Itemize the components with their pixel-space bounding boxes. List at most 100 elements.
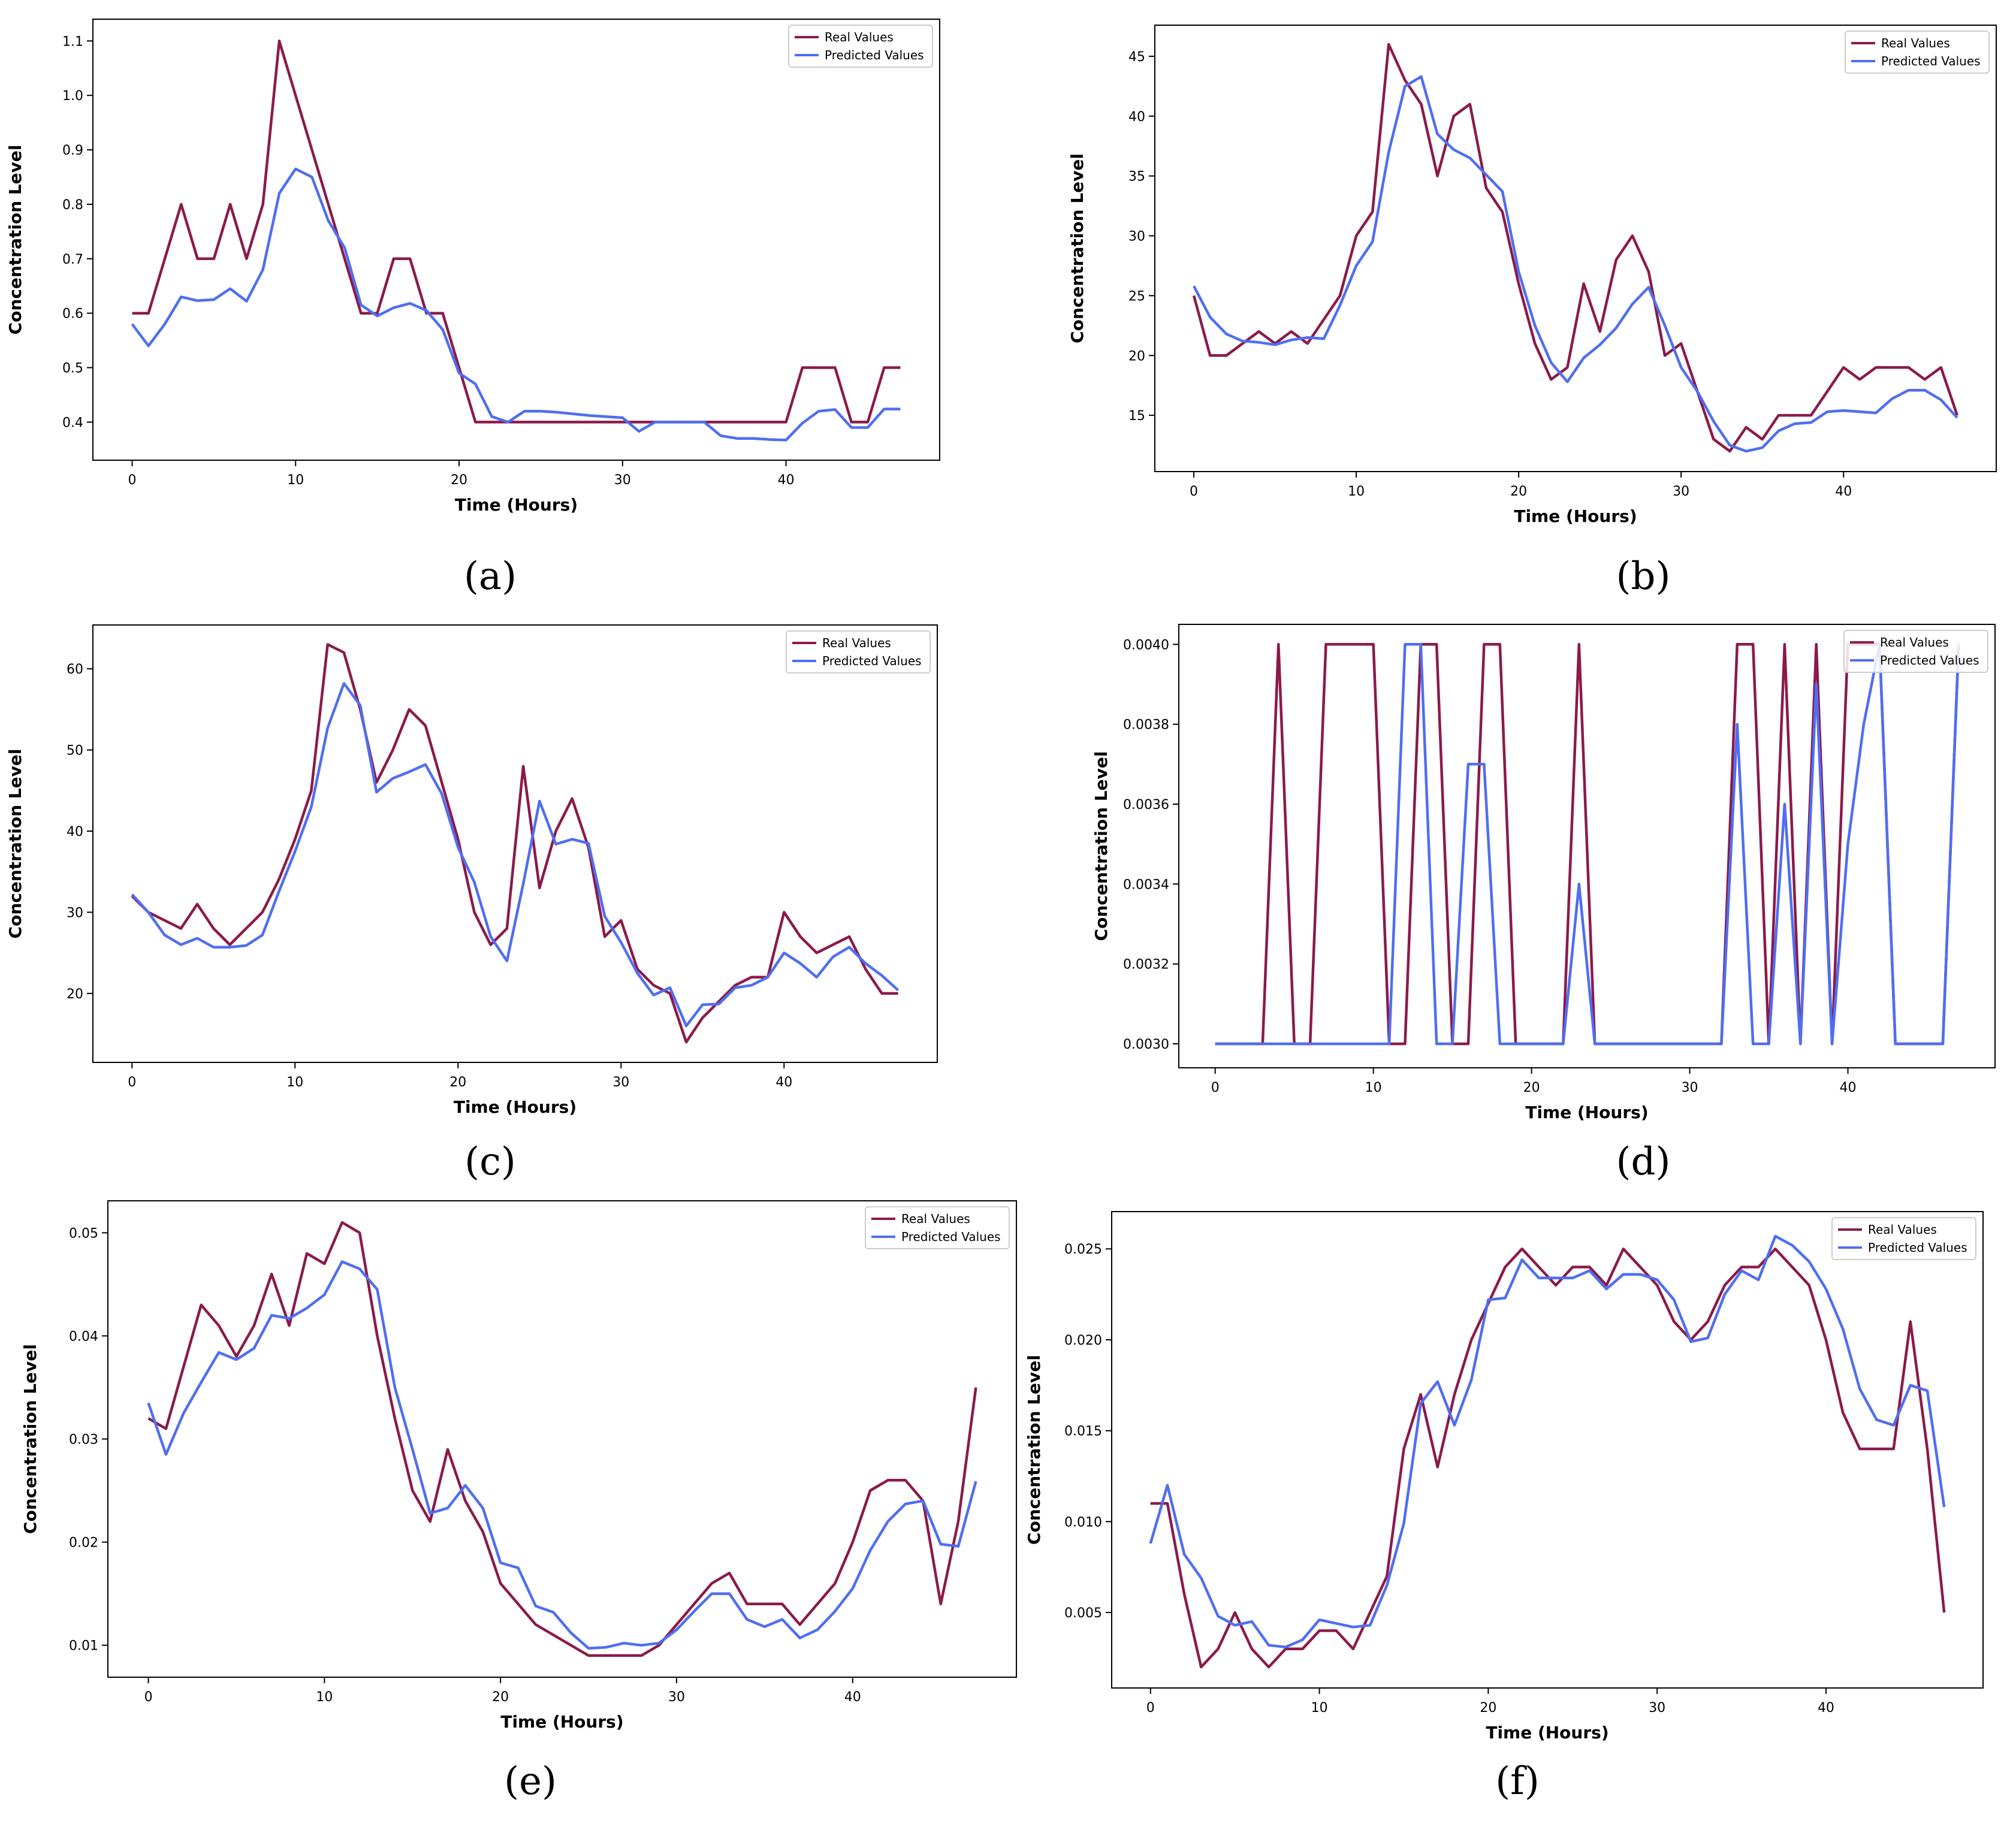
chart-panel-e: 0 10 20 30 40 0.01 0.02 0.03 0.04 0.05 Time (Hours… <box>0 1196 1038 1827</box>
x-tick-label: 20 <box>449 1075 466 1090</box>
y-tick-label: 0.0036 <box>1123 798 1169 813</box>
axes-frame <box>1178 624 1996 1068</box>
series-line-real <box>132 40 901 424</box>
y-tick-label: 50 <box>67 744 83 759</box>
series-line-predicted <box>1193 75 1958 453</box>
chart-f-svg: 0 10 20 30 40 0.005 0.010 0.015 0.020 0.025 Time (… <box>1024 1211 1984 1743</box>
x-axis-label: Time (Hours) <box>455 495 578 515</box>
legend-box <box>1845 31 1990 74</box>
y-tick-label: 0.04 <box>69 1329 98 1344</box>
chart-a-svg: 0 10 20 30 40 0.4 0.5 0.6 0.7 0.8 0.9 1.0 1.1 Time (H… <box>5 19 940 515</box>
y-tick-label: 0.7 <box>62 252 83 267</box>
legend-label-predicted: Predicted Values <box>1881 54 1981 68</box>
caption-f: (f) <box>1495 1759 1540 1804</box>
x-tick-label: 40 <box>775 1075 792 1090</box>
legend-label-predicted: Predicted Values <box>822 654 922 668</box>
axes-frame <box>107 1200 1017 1678</box>
y-axis-label: Concentration Level <box>1091 751 1111 941</box>
x-axis-label: Time (Hours) <box>1525 1103 1648 1122</box>
x-tick-label: 30 <box>668 1690 685 1705</box>
x-tick-label: 10 <box>1365 1080 1382 1095</box>
series-line-predicted <box>131 682 900 1028</box>
series-line-real <box>1150 1247 1946 1669</box>
y-tick-label: 1.1 <box>62 34 83 49</box>
x-tick-label: 10 <box>287 473 304 488</box>
caption-e: (e) <box>504 1759 557 1804</box>
y-tick-label: 0.010 <box>1064 1515 1102 1530</box>
series-line-predicted <box>131 167 901 442</box>
y-tick-label: 30 <box>1128 229 1145 244</box>
caption-a: (a) <box>463 554 517 599</box>
x-tick-label: 30 <box>614 473 631 488</box>
chart-e-svg: 0 10 20 30 40 0.01 0.02 0.03 0.04 0.05 Time (Hours… <box>20 1200 1017 1732</box>
y-tick-label: 35 <box>1128 170 1145 185</box>
y-tick-label: 0.0034 <box>1123 877 1169 892</box>
x-tick-label: 0 <box>1211 1080 1220 1095</box>
y-tick-label: 0.0038 <box>1123 718 1169 733</box>
legend-box <box>786 630 931 674</box>
x-tick-label: 0 <box>128 473 136 488</box>
y-tick-label: 0.02 <box>69 1536 98 1551</box>
x-tick-label: 10 <box>1348 484 1365 499</box>
y-axis-label: Concentration Level <box>5 145 25 335</box>
x-axis-label: Time (Hours) <box>500 1712 623 1732</box>
chart-d-svg: 0 10 20 30 40 0.0030 0.0032 0.0034 0.0036 0.0038 0… <box>1091 624 1996 1122</box>
x-axis-label: Time (Hours) <box>454 1097 577 1117</box>
x-tick-label: 40 <box>1835 484 1852 499</box>
y-tick-label: 45 <box>1128 50 1145 65</box>
y-axis-label: Concentration Level <box>5 749 25 939</box>
legend-box <box>865 1206 1010 1249</box>
caption-d: (d) <box>1616 1140 1671 1184</box>
x-tick-label: 0 <box>128 1075 136 1090</box>
x-axis-label: Time (Hours) <box>1514 506 1637 526</box>
legend-box <box>1831 1217 1976 1260</box>
series-line-predicted <box>147 1260 977 1650</box>
x-tick-label: 20 <box>451 473 467 488</box>
x-tick-label: 20 <box>492 1690 509 1705</box>
y-tick-label: 40 <box>1128 110 1145 125</box>
series-line-real <box>1215 643 1960 1046</box>
y-tick-label: 0.6 <box>62 307 83 322</box>
y-tick-label: 0.020 <box>1064 1333 1102 1348</box>
x-tick-label: 20 <box>1510 484 1527 499</box>
y-tick-label: 0.0030 <box>1123 1037 1169 1052</box>
legend-label-predicted: Predicted Values <box>825 48 924 62</box>
y-tick-label: 0.05 <box>69 1226 98 1241</box>
legend-label-predicted: Predicted Values <box>1880 653 1979 668</box>
y-tick-label: 25 <box>1128 289 1145 304</box>
y-tick-label: 1.0 <box>62 89 83 104</box>
y-tick-label: 0.9 <box>62 143 83 158</box>
y-tick-label: 60 <box>67 662 83 677</box>
legend-label-real: Real Values <box>1880 635 1949 650</box>
legend-label-real: Real Values <box>1868 1222 1937 1237</box>
y-tick-label: 30 <box>67 905 83 920</box>
y-tick-label: 0.01 <box>69 1639 98 1654</box>
axes-frame <box>1111 1211 1984 1689</box>
y-tick-label: 20 <box>67 987 83 1002</box>
x-tick-label: 40 <box>844 1690 861 1705</box>
x-tick-label: 0 <box>1190 484 1198 499</box>
x-tick-label: 20 <box>1480 1701 1496 1716</box>
y-tick-label: 40 <box>67 825 83 839</box>
x-tick-label: 30 <box>1649 1701 1665 1716</box>
chart-panel-b: 0 10 20 30 40 15 20 25 30 35 40 45 Time (Hours) Conce… <box>1008 0 2016 609</box>
x-tick-label: 20 <box>1523 1080 1540 1095</box>
y-tick-label: 0.0040 <box>1123 638 1169 653</box>
y-tick-label: 15 <box>1128 409 1145 424</box>
x-tick-label: 30 <box>1673 484 1689 499</box>
legend-label-real: Real Values <box>825 30 894 44</box>
y-tick-label: 0.5 <box>62 361 83 376</box>
legend-label-real: Real Values <box>901 1212 970 1226</box>
caption-b: (b) <box>1616 554 1671 599</box>
y-tick-label: 0.03 <box>69 1433 98 1448</box>
x-tick-label: 10 <box>1311 1701 1328 1716</box>
y-tick-label: 0.005 <box>1064 1606 1102 1621</box>
x-tick-label: 10 <box>316 1690 333 1705</box>
chart-panel-f: 0 10 20 30 40 0.005 0.010 0.015 0.020 0.025 Time (… <box>1024 1196 2016 1827</box>
y-axis-label: Concentration Level <box>20 1344 40 1534</box>
series-line-real <box>131 643 898 1044</box>
axes-frame <box>92 624 938 1063</box>
y-tick-label: 0.4 <box>62 415 83 430</box>
axes-frame <box>92 19 940 461</box>
x-tick-label: 30 <box>612 1075 629 1090</box>
